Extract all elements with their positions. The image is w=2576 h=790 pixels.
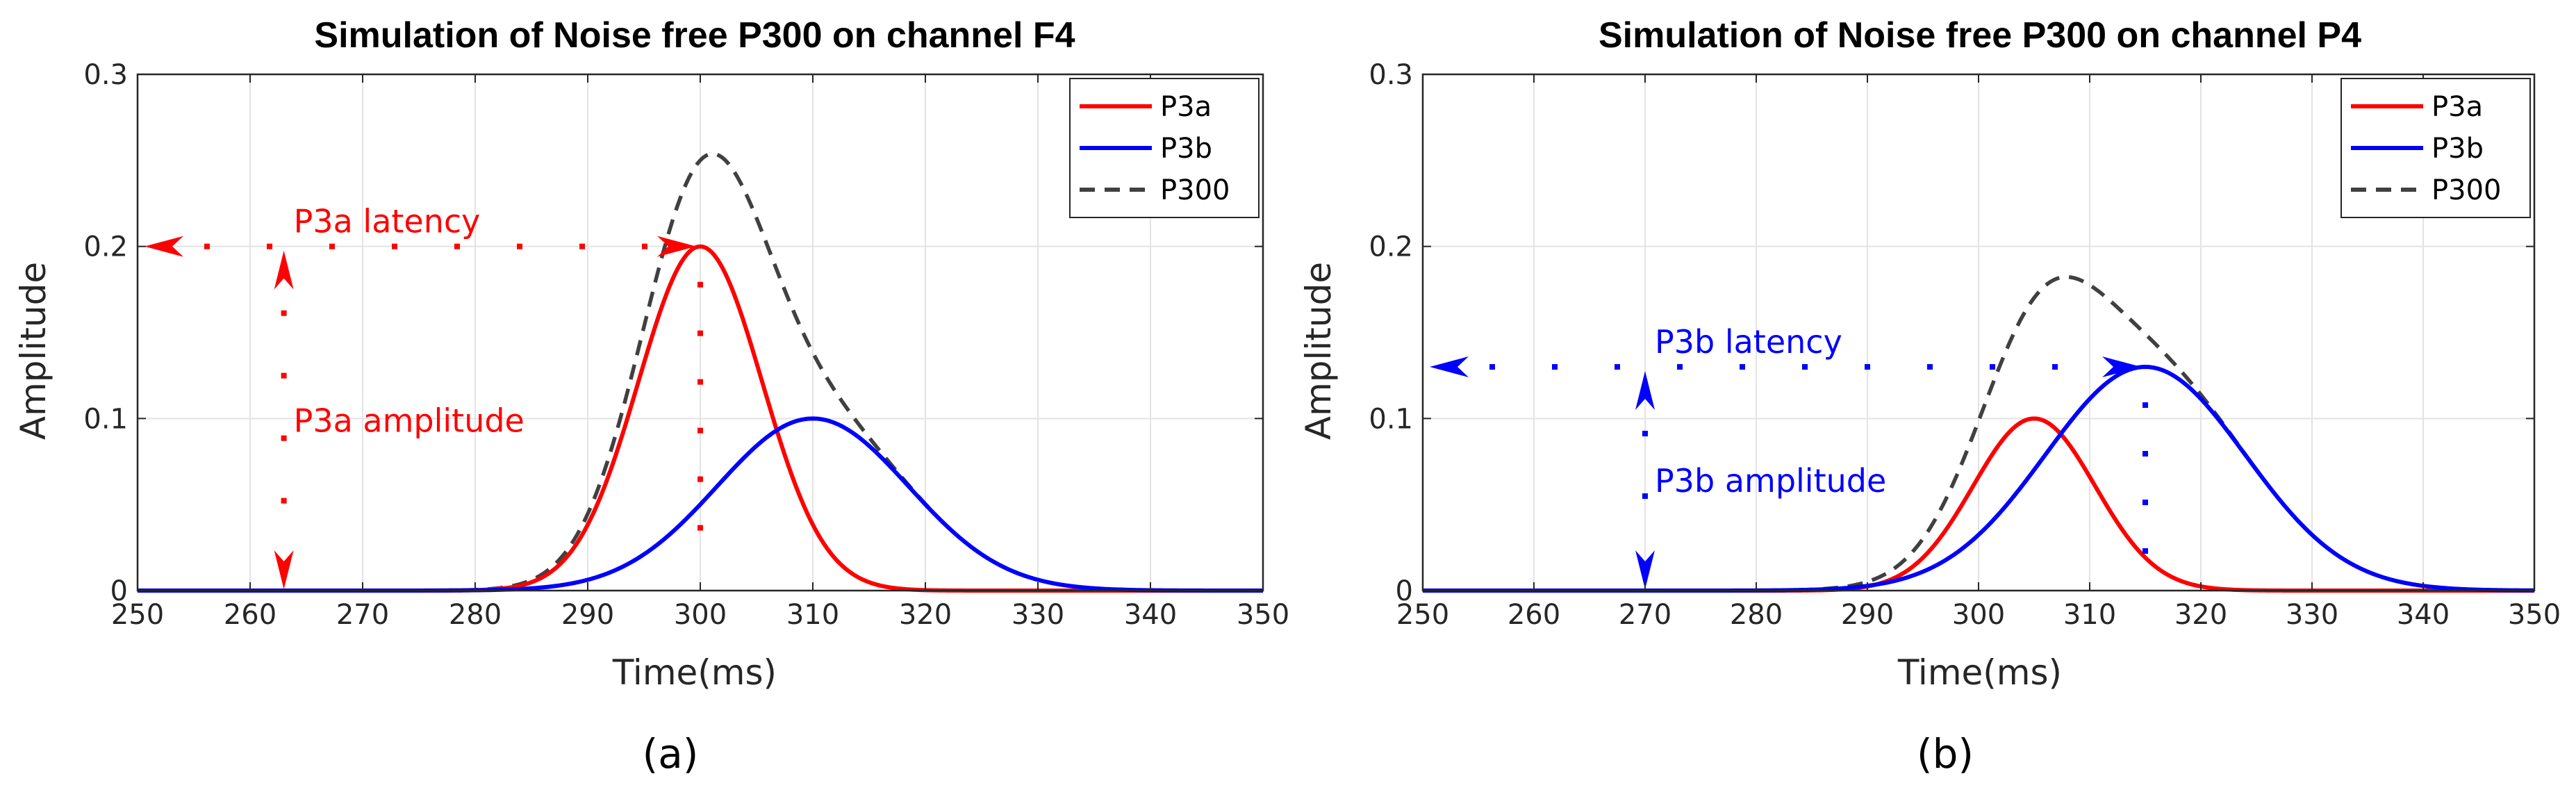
latency-arrowhead-left <box>145 236 183 257</box>
x-tick-label: 280 <box>1730 599 1783 631</box>
panel-caption: (b) <box>1917 730 1974 777</box>
x-tick-label: 250 <box>1396 599 1449 631</box>
peak-drop-dot <box>697 330 703 336</box>
amplitude-dot <box>281 435 287 441</box>
amplitude-arrowhead-down <box>1635 550 1655 589</box>
peak-drop-dot <box>2142 402 2148 409</box>
legend-label-p3b: P3b <box>2431 133 2484 165</box>
latency-dot <box>1927 364 1933 370</box>
amplitude-dot <box>1642 431 1648 437</box>
x-tick-label: 350 <box>1237 599 1289 631</box>
x-tick-label: 300 <box>674 599 727 631</box>
latency-dot <box>204 243 210 249</box>
peak-drop-dot <box>697 427 703 434</box>
x-tick-label: 340 <box>2397 599 2450 631</box>
x-tick-label: 330 <box>1012 599 1064 631</box>
y-tick-label: 0.2 <box>83 231 128 263</box>
panel-a: Simulation of Noise free P300 on channel… <box>13 15 1289 777</box>
amplitude-dot <box>281 497 287 504</box>
latency-dot <box>1740 364 1745 370</box>
legend-label-p300: P300 <box>2431 174 2501 206</box>
latency-arrowhead-left <box>1430 356 1469 378</box>
latency-dot <box>579 243 585 249</box>
amplitude-arrowhead-down <box>274 550 294 589</box>
y-axis-label: Amplitude <box>13 262 53 440</box>
y-tick-label: 0 <box>1396 575 1413 607</box>
x-tick-label: 310 <box>786 599 839 631</box>
latency-dot <box>267 243 272 249</box>
amplitude-arrowhead-up <box>274 250 294 290</box>
x-tick-label: 320 <box>2174 599 2227 631</box>
x-axis-label: Time(ms) <box>612 652 777 693</box>
y-tick-label: 0.2 <box>1369 231 1413 263</box>
amplitude-label: P3b amplitude <box>1655 462 1886 500</box>
latency-dot <box>517 243 522 249</box>
x-tick-label: 340 <box>1124 599 1177 631</box>
y-tick-label: 0 <box>110 575 128 607</box>
x-tick-label: 260 <box>224 599 276 631</box>
latency-dot <box>392 243 397 249</box>
peak-drop-dot <box>2142 451 2148 457</box>
peak-drop-dot <box>2142 500 2148 506</box>
x-tick-label: 350 <box>2508 599 2561 631</box>
amplitude-arrowhead-up <box>1635 371 1655 411</box>
latency-dot <box>1552 364 1558 370</box>
latency-label: P3b latency <box>1655 323 1842 361</box>
legend-label-p3b: P3b <box>1160 133 1212 165</box>
amplitude-dot <box>1642 493 1648 500</box>
latency-dot <box>1615 364 1620 370</box>
x-tick-label: 280 <box>449 599 502 631</box>
latency-arrowhead-right <box>657 236 696 257</box>
latency-dot <box>2052 364 2058 370</box>
latency-label: P3a latency <box>294 203 481 240</box>
x-tick-label: 330 <box>2286 599 2338 631</box>
peak-drop-dot <box>2142 548 2148 554</box>
x-tick-label: 270 <box>1619 599 1671 631</box>
amplitude-label: P3a amplitude <box>294 402 525 439</box>
x-tick-label: 310 <box>2063 599 2116 631</box>
latency-dot <box>1677 364 1683 370</box>
x-axis-label: Time(ms) <box>1897 652 2062 693</box>
y-tick-label: 0.1 <box>1369 403 1413 435</box>
peak-drop-dot <box>697 379 703 385</box>
peak-drop-dot <box>697 525 703 531</box>
latency-dot <box>1489 364 1495 370</box>
y-axis-label: Amplitude <box>1298 262 1339 440</box>
latency-arrowhead-right <box>2102 356 2141 378</box>
x-tick-label: 270 <box>336 599 389 631</box>
panel-caption: (a) <box>643 730 699 777</box>
latency-dot <box>454 243 460 249</box>
latency-dot <box>1990 364 1995 370</box>
x-tick-label: 290 <box>561 599 614 631</box>
peak-drop-dot <box>697 476 703 482</box>
y-tick-label: 0.1 <box>83 403 128 435</box>
peak-drop-dot <box>697 281 703 288</box>
x-tick-label: 260 <box>1508 599 1560 631</box>
y-tick-label: 0.3 <box>83 59 128 91</box>
panel-b: Simulation of Noise free P300 on channel… <box>1298 15 2561 777</box>
legend: P3a P3b P300 <box>1069 78 1260 218</box>
latency-dot <box>329 243 335 249</box>
x-tick-label: 300 <box>1952 599 2005 631</box>
latency-dot <box>1865 364 1870 370</box>
legend: P3a P3b P300 <box>2340 78 2531 218</box>
legend-label-p3a: P3a <box>1160 91 1212 123</box>
chart-title: Simulation of Noise free P300 on channel… <box>1599 15 2361 56</box>
chart-title: Simulation of Noise free P300 on channel… <box>314 15 1075 56</box>
amplitude-dot <box>281 310 287 316</box>
amplitude-dot <box>281 372 287 379</box>
legend-label-p300: P300 <box>1160 174 1230 206</box>
y-tick-label: 0.3 <box>1369 59 1413 91</box>
x-tick-label: 290 <box>1841 599 1894 631</box>
x-tick-label: 250 <box>111 599 164 631</box>
latency-dot <box>642 243 647 249</box>
legend-label-p3a: P3a <box>2431 91 2483 123</box>
x-tick-label: 320 <box>899 599 952 631</box>
latency-dot <box>1802 364 1808 370</box>
